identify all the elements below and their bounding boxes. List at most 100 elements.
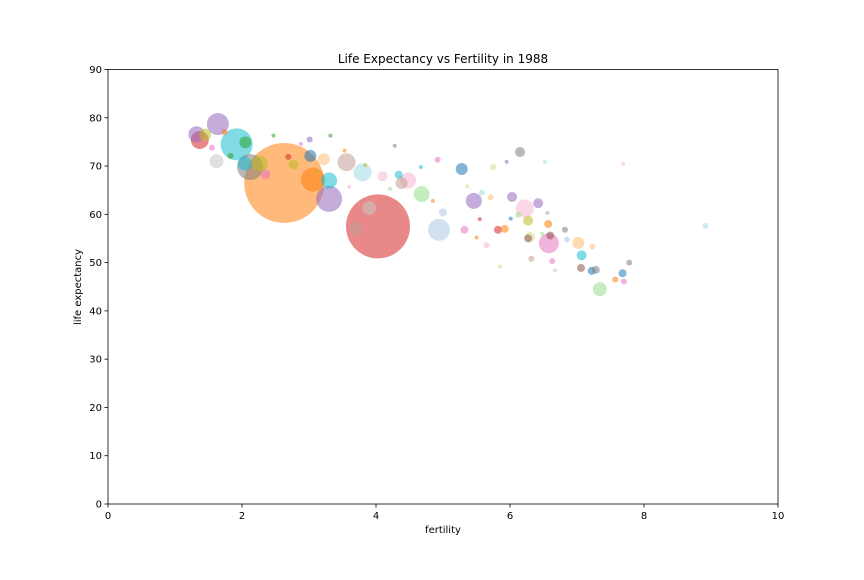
data-point xyxy=(702,222,709,229)
data-point xyxy=(618,269,627,278)
data-point xyxy=(538,233,559,254)
data-point xyxy=(493,225,502,234)
data-point xyxy=(589,243,596,250)
data-point xyxy=(353,163,372,182)
y-tick-label: 90 xyxy=(89,65,102,76)
data-point xyxy=(413,186,430,203)
y-tick-label: 50 xyxy=(89,258,102,269)
data-point xyxy=(577,263,586,272)
data-point xyxy=(321,172,338,189)
data-point xyxy=(208,144,215,151)
data-point xyxy=(301,167,326,192)
data-point xyxy=(524,234,533,243)
data-point xyxy=(337,153,356,172)
plot-frame xyxy=(107,69,779,505)
data-point xyxy=(267,150,274,157)
data-point xyxy=(362,201,377,216)
data-point xyxy=(317,153,330,166)
data-point xyxy=(544,219,553,228)
data-point xyxy=(620,278,627,285)
data-point xyxy=(621,161,626,166)
data-point xyxy=(497,264,502,269)
y-axis-ticks: 0 10 20 30 40 50 60 70 80 90 xyxy=(89,65,108,511)
data-point xyxy=(455,162,468,175)
x-axis-ticks: 0 2 4 6 8 10 xyxy=(105,504,785,522)
data-point xyxy=(418,165,423,170)
data-point xyxy=(533,198,544,209)
chart-title: Life Expectancy vs Fertility in 1988 xyxy=(338,52,548,66)
data-point xyxy=(552,268,557,273)
data-point xyxy=(528,255,535,262)
data-point xyxy=(288,159,299,170)
y-tick-label: 80 xyxy=(89,113,102,124)
x-tick-label: 4 xyxy=(373,511,379,522)
x-tick-label: 6 xyxy=(507,511,513,522)
data-point xyxy=(237,156,252,171)
data-point xyxy=(394,170,403,179)
data-point xyxy=(260,169,271,180)
data-point xyxy=(549,258,556,265)
data-point xyxy=(209,154,224,169)
data-point xyxy=(540,231,545,236)
data-point xyxy=(220,128,253,161)
data-point xyxy=(392,143,397,148)
data-point xyxy=(346,194,411,259)
data-point xyxy=(626,259,633,266)
data-point xyxy=(316,185,343,212)
data-point xyxy=(271,133,276,138)
data-point xyxy=(377,171,388,182)
data-point xyxy=(542,159,547,164)
data-point xyxy=(439,208,447,217)
data-point xyxy=(500,224,509,233)
x-tick-label: 8 xyxy=(641,511,647,522)
x-axis-label: fertility xyxy=(425,525,461,536)
x-tick-label: 2 xyxy=(239,511,245,522)
data-point xyxy=(434,156,441,163)
y-tick-label: 0 xyxy=(96,500,102,511)
points-layer xyxy=(188,113,709,297)
data-point xyxy=(576,250,587,261)
y-axis-label: life expectancy xyxy=(73,249,84,325)
data-point xyxy=(477,217,482,222)
data-point xyxy=(504,159,509,164)
y-tick-label: 20 xyxy=(89,403,102,414)
data-point xyxy=(298,141,303,146)
data-point xyxy=(474,235,479,240)
data-point xyxy=(465,192,482,209)
data-point xyxy=(227,152,234,159)
data-point xyxy=(523,215,534,226)
data-point xyxy=(546,231,555,240)
data-point xyxy=(221,129,228,136)
data-point xyxy=(515,211,522,218)
data-point xyxy=(430,198,435,203)
data-point xyxy=(563,236,570,243)
data-point xyxy=(388,186,393,191)
data-point xyxy=(561,226,568,233)
data-point xyxy=(199,128,212,141)
data-point xyxy=(465,184,470,189)
data-point xyxy=(508,216,513,221)
data-point xyxy=(328,133,333,138)
data-point xyxy=(427,218,450,241)
data-point xyxy=(507,191,518,202)
y-tick-label: 30 xyxy=(89,355,102,366)
data-point xyxy=(591,265,600,274)
data-point xyxy=(478,189,485,196)
data-point xyxy=(612,276,619,283)
data-point xyxy=(314,169,319,174)
data-point xyxy=(483,242,490,249)
data-point xyxy=(515,147,526,158)
data-point xyxy=(285,153,292,160)
y-tick-label: 40 xyxy=(89,306,102,317)
x-tick-label: 0 xyxy=(105,511,111,522)
data-point xyxy=(348,221,363,236)
y-tick-label: 70 xyxy=(89,162,102,173)
data-point xyxy=(490,164,497,171)
data-point xyxy=(306,136,313,143)
data-point xyxy=(572,236,585,249)
x-tick-label: 10 xyxy=(772,511,785,522)
y-tick-label: 10 xyxy=(89,451,102,462)
data-point xyxy=(545,210,550,215)
